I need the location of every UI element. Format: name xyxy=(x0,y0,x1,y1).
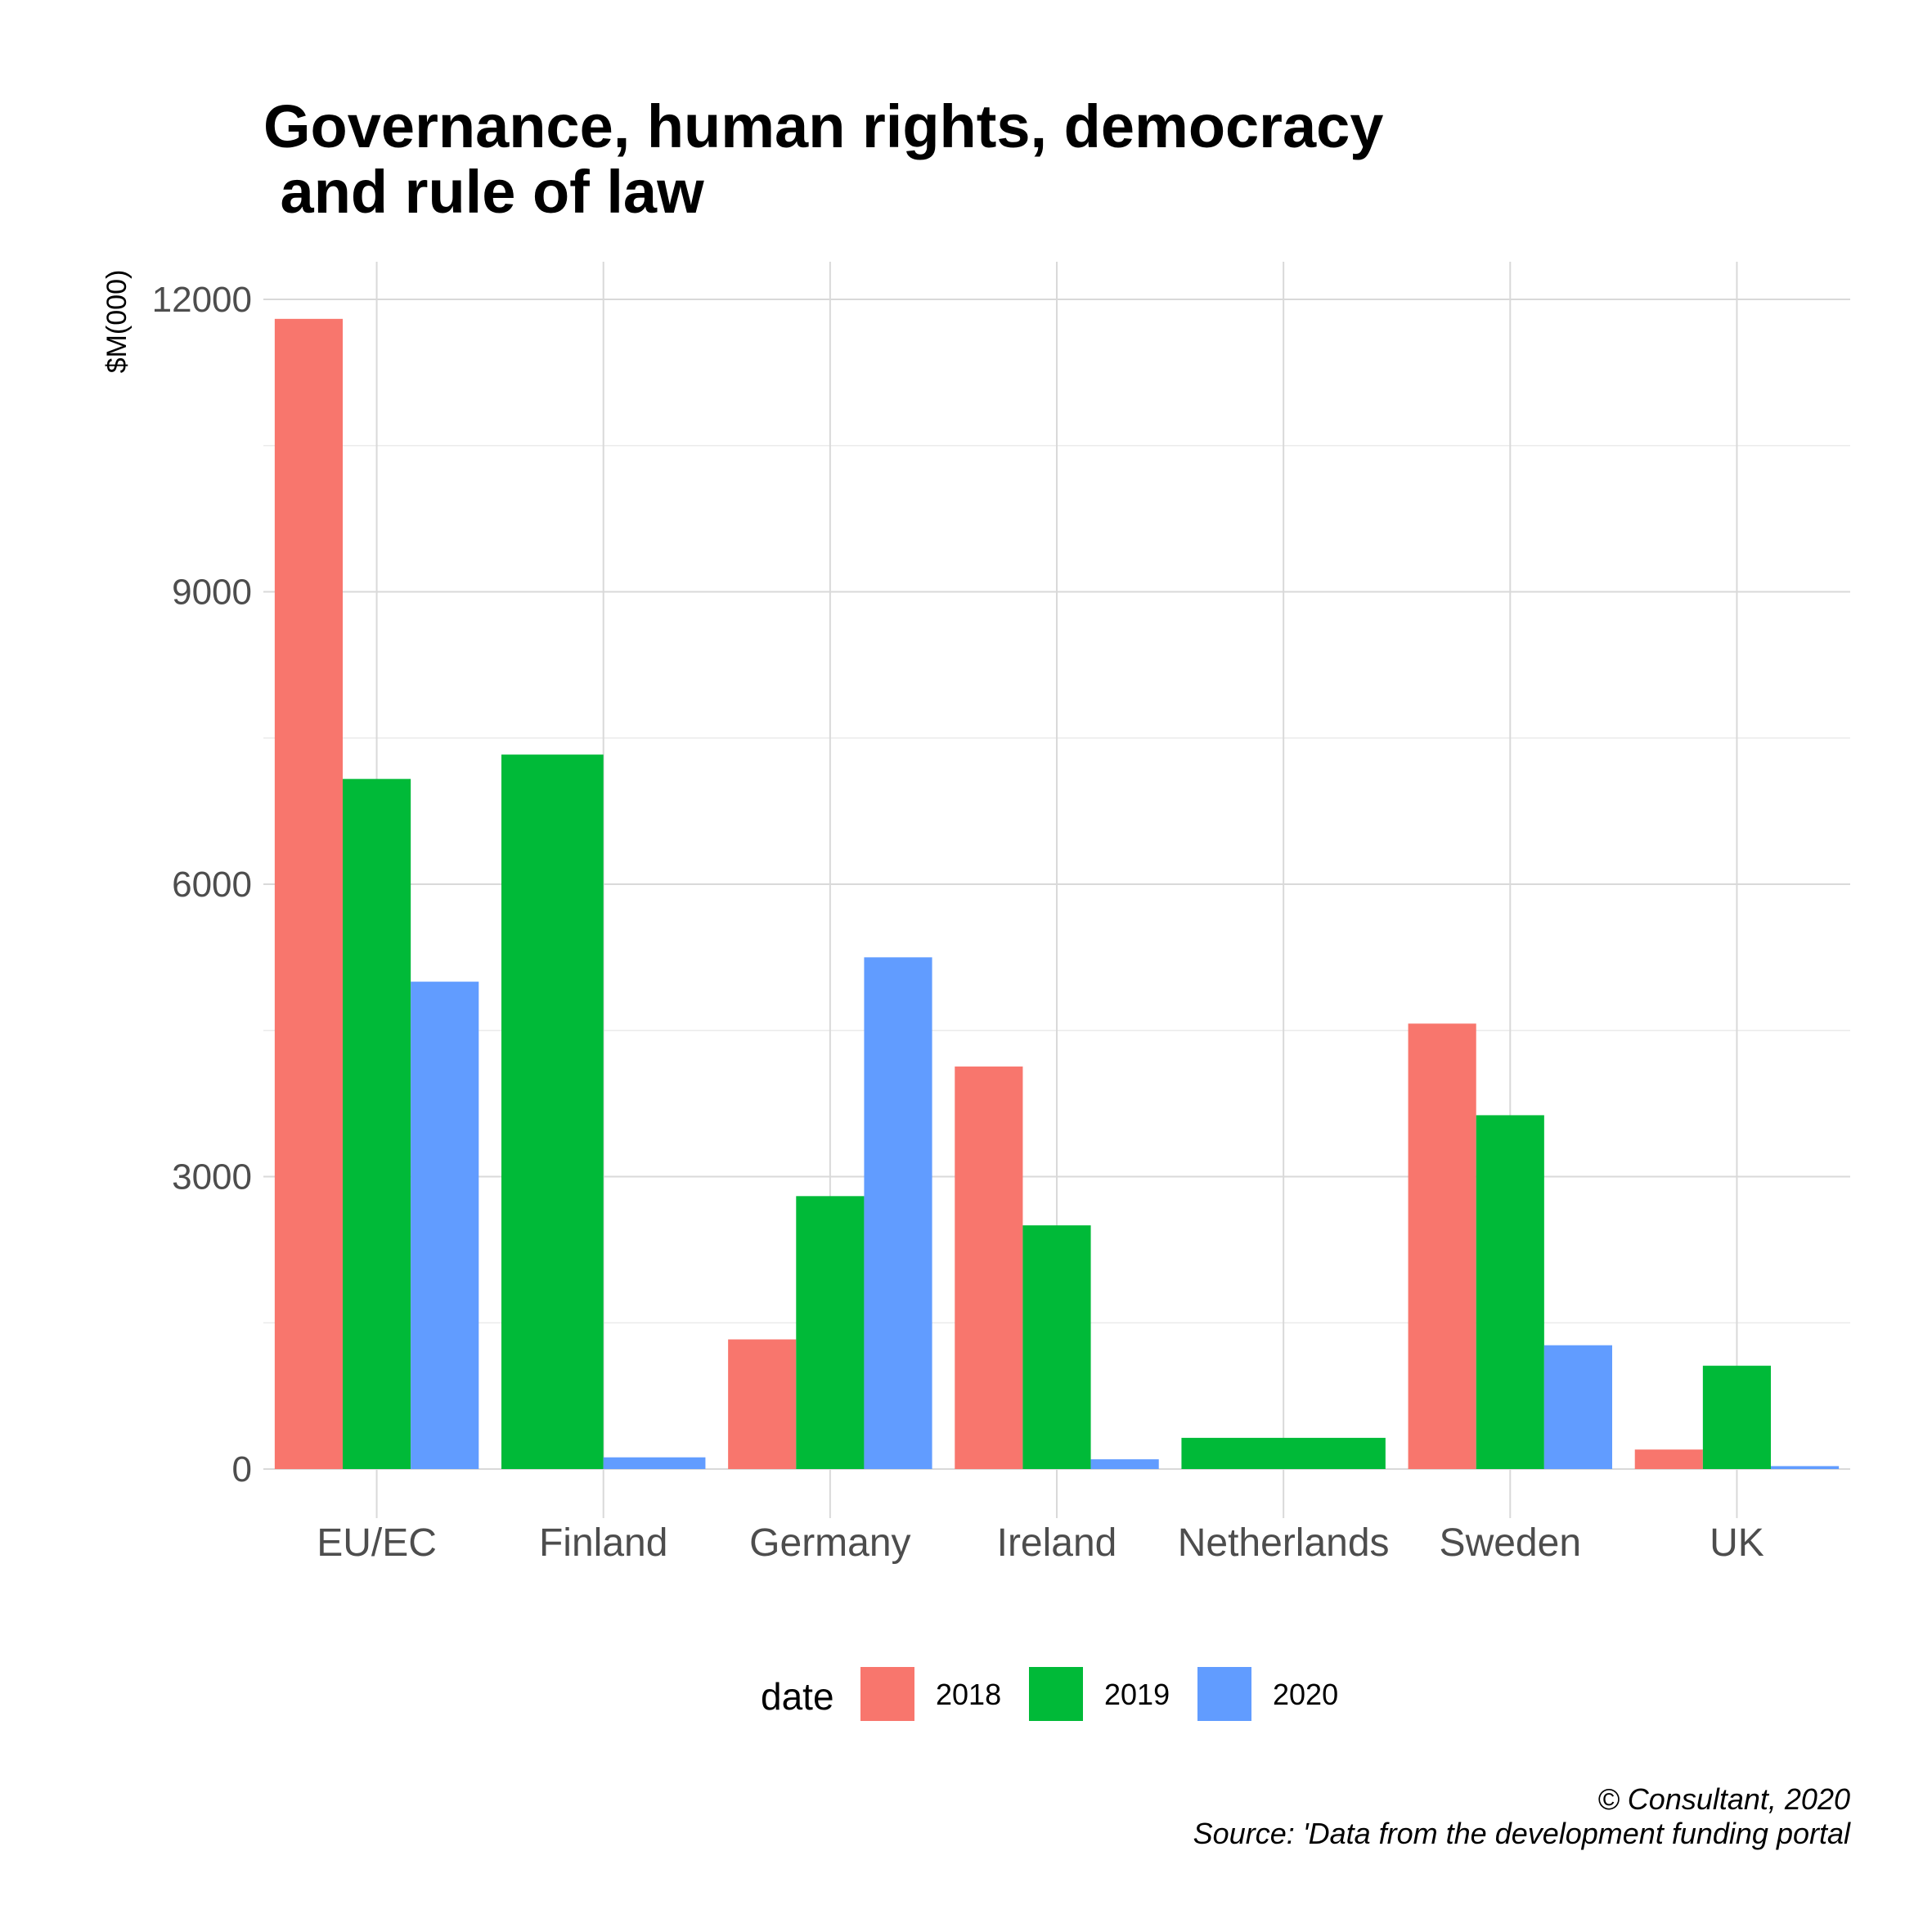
caption-copyright: © Consultant, 2020 xyxy=(1597,1782,1850,1816)
bar-eu-ec-2018 xyxy=(274,318,343,1469)
x-tick-label: Ireland xyxy=(997,1521,1117,1565)
y-tick-label: 3000 xyxy=(172,1157,252,1197)
bar-uk-2020 xyxy=(1771,1466,1840,1469)
bar-eu-ec-2019 xyxy=(343,779,411,1469)
y-tick-label: 0 xyxy=(232,1449,252,1489)
legend-title: date xyxy=(761,1675,834,1718)
bar-germany-2019 xyxy=(796,1196,865,1469)
bar-uk-2018 xyxy=(1634,1449,1703,1469)
bar-ireland-2018 xyxy=(955,1066,1023,1469)
x-tick-label: EU/EC xyxy=(317,1521,437,1565)
bar-finland-2019 xyxy=(501,754,604,1469)
legend-key-2020 xyxy=(1197,1667,1251,1721)
bar-ireland-2019 xyxy=(1022,1225,1091,1469)
y-tick-label: 12000 xyxy=(152,280,252,320)
x-tick-label: Sweden xyxy=(1440,1521,1581,1565)
bar-sweden-2020 xyxy=(1543,1345,1612,1469)
x-tick-label: Finland xyxy=(539,1521,667,1565)
bar-germany-2018 xyxy=(728,1339,797,1469)
x-tick-label: UK xyxy=(1710,1521,1764,1565)
bar-finland-2020 xyxy=(603,1457,706,1469)
x-axis-ticks: EU/EC Finland Germany Ireland Netherlands Swe… xyxy=(317,1521,1764,1565)
legend-label-2018: 2018 xyxy=(936,1678,1001,1711)
chart-title-line-2: and rule of law xyxy=(263,158,704,226)
x-tick-label: Netherlands xyxy=(1178,1521,1390,1565)
legend-key-2018 xyxy=(860,1667,914,1721)
legend-label-2020: 2020 xyxy=(1273,1678,1338,1711)
bar-sweden-2018 xyxy=(1408,1023,1476,1469)
legend-key-2019 xyxy=(1029,1667,1083,1721)
y-axis-ticks: 0 3000 6000 9000 12000 xyxy=(152,280,252,1489)
chart-title-line-1: Governance, human rights, democracy xyxy=(263,92,1383,160)
bar-netherlands-2019 xyxy=(1181,1437,1386,1469)
bar-uk-2019 xyxy=(1702,1365,1771,1469)
bar-eu-ec-2020 xyxy=(411,982,479,1469)
x-tick-label: Germany xyxy=(749,1521,910,1565)
legend-label-2019: 2019 xyxy=(1104,1678,1170,1711)
y-tick-label: 9000 xyxy=(172,573,252,613)
bar-germany-2020 xyxy=(864,957,932,1469)
bars xyxy=(274,318,1840,1469)
bar-sweden-2019 xyxy=(1476,1115,1544,1469)
y-axis-label: $M(000) xyxy=(101,270,133,374)
legend: date 2018 2019 2020 xyxy=(761,1667,1338,1721)
y-tick-label: 6000 xyxy=(172,865,252,905)
bar-ireland-2020 xyxy=(1090,1459,1159,1469)
caption-source: Source: 'Data from the development fundi… xyxy=(1193,1817,1851,1850)
